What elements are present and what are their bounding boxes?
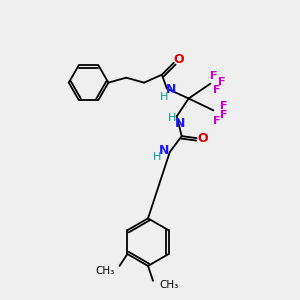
Text: N: N xyxy=(159,145,169,158)
Text: F: F xyxy=(210,71,217,81)
Text: F: F xyxy=(218,76,225,87)
Text: N: N xyxy=(175,117,185,130)
Text: F: F xyxy=(213,116,220,126)
Text: F: F xyxy=(213,85,220,94)
Text: F: F xyxy=(220,101,227,111)
Text: H: H xyxy=(160,92,168,101)
Text: H: H xyxy=(168,113,176,123)
Text: CH₃: CH₃ xyxy=(159,280,178,290)
Text: H: H xyxy=(153,152,161,162)
Text: N: N xyxy=(166,83,176,96)
Text: F: F xyxy=(220,110,227,120)
Text: O: O xyxy=(173,53,184,66)
Text: O: O xyxy=(197,132,208,145)
Text: CH₃: CH₃ xyxy=(95,266,115,276)
